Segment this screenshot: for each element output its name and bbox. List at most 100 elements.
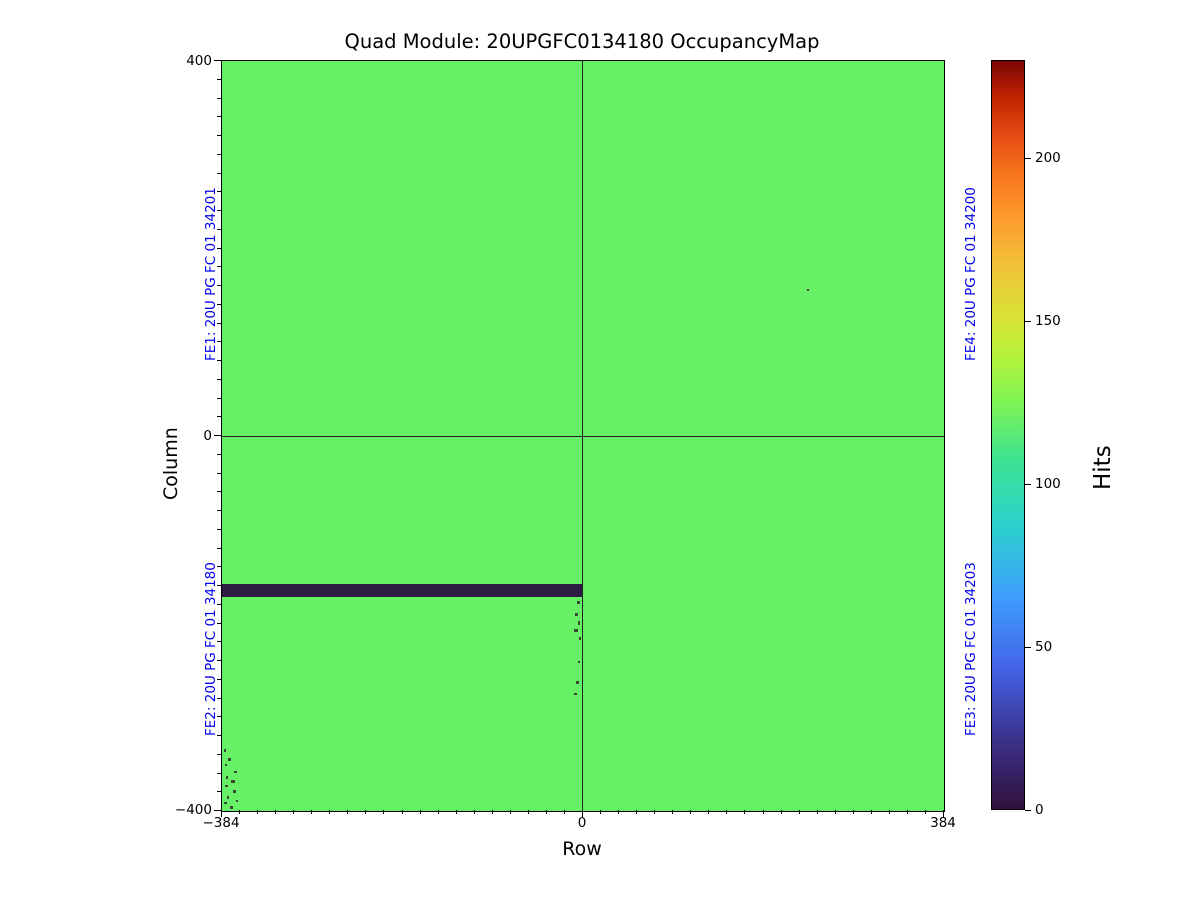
- colorbar-tick: [1025, 157, 1031, 159]
- x-tick-minor: [383, 810, 385, 814]
- noisy-pixel: [224, 802, 227, 804]
- dead-region-band: [222, 584, 582, 597]
- y-tick-minor: [217, 378, 221, 380]
- annotation-fe1: FE1: 20U PG FC 01 34201: [203, 187, 219, 361]
- y-tick-minor: [217, 491, 221, 493]
- noisy-pixel: [574, 693, 577, 695]
- colorbar-gradient: [991, 60, 1025, 810]
- y-tick-minor: [217, 528, 221, 530]
- y-tick-minor: [217, 172, 221, 174]
- noisy-pixel: [227, 796, 229, 799]
- y-tick-minor: [217, 791, 221, 793]
- x-tick-minor: [455, 810, 457, 814]
- x-tick-minor: [816, 810, 818, 814]
- y-tick-major: [214, 810, 221, 811]
- colorbar-tick: [1025, 646, 1031, 648]
- quadrant-fe2: [222, 437, 582, 811]
- y-tick-major: [214, 60, 221, 61]
- noisy-pixel: [578, 621, 580, 625]
- y-tick-minor: [217, 303, 221, 305]
- y-tick-minor: [217, 191, 221, 193]
- colorbar-tick: [1025, 320, 1031, 322]
- x-tick-minor: [888, 810, 890, 814]
- noisy-pixel: [234, 771, 237, 773]
- y-tick-minor: [217, 210, 221, 211]
- x-tick-label: 384: [930, 815, 956, 831]
- noisy-pixel: [576, 681, 579, 684]
- x-tick-minor: [600, 810, 602, 814]
- y-tick-minor: [217, 116, 221, 118]
- y-tick-minor: [217, 622, 221, 624]
- y-tick-minor: [217, 228, 221, 230]
- x-tick-minor: [239, 810, 241, 814]
- x-tick-minor: [618, 810, 620, 814]
- x-tick-label: 0: [577, 815, 587, 831]
- y-tick-minor: [217, 397, 221, 399]
- colorbar-tick-label: 100: [1035, 475, 1061, 492]
- y-tick-minor: [217, 716, 221, 718]
- x-tick-label: −384: [202, 815, 240, 831]
- y-tick-minor: [217, 510, 221, 511]
- x-tick-minor: [527, 810, 529, 814]
- noisy-pixel: [236, 800, 238, 802]
- y-tick-minor: [217, 697, 221, 699]
- x-tick-minor: [347, 810, 349, 814]
- x-tick-minor: [780, 810, 782, 814]
- y-tick-minor: [217, 453, 221, 455]
- noisy-pixel: [807, 289, 809, 291]
- colorbar-tick-label: 50: [1035, 638, 1053, 655]
- x-tick-minor: [473, 810, 475, 814]
- x-tick-minor: [690, 810, 692, 814]
- x-tick-minor: [545, 810, 547, 814]
- x-tick-major: [221, 810, 222, 817]
- x-tick-minor: [762, 810, 764, 814]
- quadrant-fe3: [583, 437, 944, 811]
- x-tick-minor: [563, 810, 565, 814]
- y-tick-label: −400: [174, 802, 212, 818]
- y-tick-minor: [217, 547, 221, 549]
- noisy-pixel: [224, 749, 226, 752]
- x-tick-minor: [654, 810, 656, 814]
- y-tick-minor: [217, 416, 221, 418]
- x-tick-minor: [834, 810, 836, 814]
- noisy-pixel: [579, 637, 581, 640]
- noisy-pixel: [225, 785, 228, 787]
- noisy-pixel: [575, 613, 578, 616]
- x-tick-minor: [726, 810, 728, 814]
- x-tick-minor: [509, 810, 511, 814]
- y-tick-minor: [217, 97, 221, 99]
- y-tick-minor: [217, 322, 221, 324]
- x-tick-major: [582, 810, 583, 817]
- y-tick-minor: [217, 641, 221, 643]
- y-tick-minor: [217, 753, 221, 755]
- plot-area[interactable]: [221, 60, 945, 812]
- x-tick-minor: [744, 810, 746, 814]
- noisy-pixel: [233, 790, 236, 793]
- y-tick-minor: [217, 735, 221, 736]
- y-tick-minor: [217, 772, 221, 774]
- colorbar[interactable]: 0 50 100 150 200: [991, 60, 1061, 818]
- y-tick-minor: [217, 472, 221, 474]
- noisy-pixel: [230, 806, 233, 809]
- x-tick-minor: [329, 810, 331, 814]
- y-tick-minor: [217, 360, 221, 361]
- horizontal-divider-line: [222, 436, 944, 438]
- x-tick-minor: [852, 810, 854, 814]
- x-tick-minor: [870, 810, 872, 814]
- quadrant-fe1: [222, 61, 582, 436]
- y-axis-title: Column: [160, 427, 182, 500]
- colorbar-tick: [1025, 483, 1031, 485]
- noisy-pixel: [577, 601, 580, 604]
- x-tick-minor: [293, 810, 295, 814]
- y-tick-major: [214, 435, 221, 436]
- x-tick-minor: [906, 810, 908, 814]
- annotation-fe4: FE4: 20U PG FC 01 34200: [963, 187, 979, 361]
- x-tick-minor: [275, 810, 277, 814]
- x-tick-minor: [636, 810, 638, 814]
- noisy-pixel: [228, 758, 231, 761]
- quadrant-fe4: [583, 61, 944, 436]
- y-tick-minor: [217, 266, 221, 268]
- x-tick-minor: [491, 810, 493, 814]
- x-tick-minor: [708, 810, 710, 814]
